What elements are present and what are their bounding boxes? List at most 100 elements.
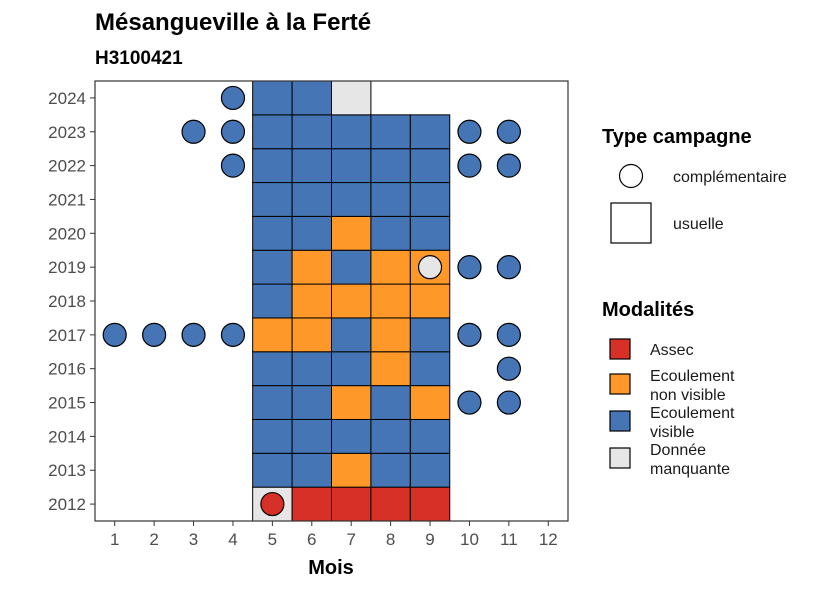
chart-subtitle: H3100421 xyxy=(95,48,183,69)
tile-2012-8 xyxy=(370,486,411,522)
legend-swatch-ecoulement-visible xyxy=(609,410,631,432)
point-2023-10 xyxy=(457,119,482,144)
legend-label-assec: Assec xyxy=(650,342,694,359)
tile-2016-6 xyxy=(291,351,333,387)
y-tick-label-2012: 2012 xyxy=(48,495,86,514)
tile-2016-9 xyxy=(409,351,451,387)
x-tick-label-11: 11 xyxy=(500,530,518,549)
tile-2024-7 xyxy=(331,80,372,116)
tile-2022-6 xyxy=(291,148,333,184)
tile-2023-9 xyxy=(409,114,451,150)
tile-2017-8 xyxy=(370,317,411,353)
y-tick-label-2022: 2022 xyxy=(48,157,86,176)
tile-2019-6 xyxy=(291,249,333,285)
point-2016-11 xyxy=(496,356,521,381)
point-2024-4 xyxy=(220,85,246,111)
tile-2022-7 xyxy=(331,148,372,184)
point-2017-3 xyxy=(181,322,206,347)
tile-2012-7 xyxy=(331,486,372,522)
x-tick-label-7: 7 xyxy=(346,530,355,549)
tile-2022-9 xyxy=(409,148,451,184)
tile-2013-9 xyxy=(409,452,451,488)
x-tick-label-12: 12 xyxy=(539,530,558,549)
tile-2015-8 xyxy=(370,385,411,420)
legend-modalites-title: Modalités xyxy=(602,299,694,321)
point-2019-10 xyxy=(457,255,482,280)
tile-2020-8 xyxy=(370,215,411,251)
point-2017-2 xyxy=(142,322,167,347)
y-tick-label-2015: 2015 xyxy=(48,394,86,413)
tile-2018-7 xyxy=(331,283,372,319)
legend-label-ecoulement-non-visible: Ecoulement non visible xyxy=(650,368,735,404)
tile-2017-9 xyxy=(409,317,451,353)
point-2022-11 xyxy=(496,153,521,178)
tile-2021-7 xyxy=(331,182,372,217)
y-tick-label-2024: 2024 xyxy=(48,89,86,108)
tile-2021-9 xyxy=(409,182,451,217)
tile-2014-8 xyxy=(370,418,411,454)
legend-label-complementaire: complémentaire xyxy=(673,169,787,186)
point-2015-10 xyxy=(457,390,482,415)
legend-swatch-assec xyxy=(609,338,631,360)
legend-key-complementaire xyxy=(618,163,644,189)
y-tick-label-2014: 2014 xyxy=(48,427,86,446)
y-tick-label-2020: 2020 xyxy=(48,224,86,243)
tile-2017-6 xyxy=(291,317,333,353)
tile-2013-7 xyxy=(331,452,372,488)
tile-2018-8 xyxy=(370,283,411,319)
tile-2015-6 xyxy=(291,385,333,420)
legend-key-usuelle xyxy=(610,202,652,244)
x-tick-label-1: 1 xyxy=(110,530,119,549)
tile-2023-7 xyxy=(331,114,372,150)
legend: Type campagne complémentaire usuelle Modali… xyxy=(602,126,787,478)
point-2022-10 xyxy=(457,153,482,178)
tile-2022-8 xyxy=(370,148,411,184)
tile-2018-9 xyxy=(409,283,451,319)
tile-2021-6 xyxy=(291,182,333,217)
chart-title: Mésangueville à la Ferté xyxy=(95,9,371,36)
tile-2021-5 xyxy=(252,182,293,217)
tile-2019-8 xyxy=(370,249,411,285)
x-axis-title: Mois xyxy=(308,557,354,579)
legend-type-title: Type campagne xyxy=(602,126,752,148)
x-tick-label-9: 9 xyxy=(425,530,434,549)
point-2017-10 xyxy=(457,322,482,347)
y-tick-label-2017: 2017 xyxy=(48,326,86,345)
tile-2013-6 xyxy=(291,452,333,488)
tile-2017-5 xyxy=(252,317,293,353)
tile-2012-9 xyxy=(409,486,451,522)
point-2023-11 xyxy=(496,119,521,144)
point-2017-1 xyxy=(102,322,127,347)
y-tick-label-2023: 2023 xyxy=(48,123,86,142)
tile-2016-7 xyxy=(331,351,372,387)
tile-2014-9 xyxy=(409,418,451,454)
point-2015-11 xyxy=(496,390,521,415)
y-tick-label-2018: 2018 xyxy=(48,292,86,311)
legend-swatch-ecoulement-non-visible xyxy=(609,373,631,395)
x-tick-label-6: 6 xyxy=(307,530,316,549)
x-tick-label-8: 8 xyxy=(386,530,395,549)
tile-2017-7 xyxy=(331,317,372,353)
tile-2013-5 xyxy=(252,452,293,488)
legend-label-ecoulement-visible: Ecoulement visible xyxy=(650,405,735,441)
legend-swatch-donn-e-manquante xyxy=(609,447,631,469)
tile-2015-9 xyxy=(409,385,451,420)
tile-2019-7 xyxy=(331,249,372,285)
point-2023-4 xyxy=(220,119,246,144)
point-2022-4 xyxy=(220,153,246,178)
tile-2014-7 xyxy=(331,418,372,454)
x-tick-label-4: 4 xyxy=(228,530,237,549)
plot-area: 1 2 3 4 5 6 7 8 9 10 11 122012201320142015201620172… xyxy=(48,80,569,549)
point-2012-5 xyxy=(260,491,285,517)
tile-2018-6 xyxy=(291,283,333,319)
tile-2020-9 xyxy=(409,215,451,251)
y-tick-label-2016: 2016 xyxy=(48,360,86,379)
y-tick-label-2021: 2021 xyxy=(48,190,86,209)
tile-2016-8 xyxy=(370,351,411,387)
tile-2012-6 xyxy=(291,486,333,522)
tile-2015-5 xyxy=(252,385,293,420)
tile-2015-7 xyxy=(331,385,372,420)
point-2023-3 xyxy=(181,119,206,144)
tile-2018-5 xyxy=(252,283,293,319)
